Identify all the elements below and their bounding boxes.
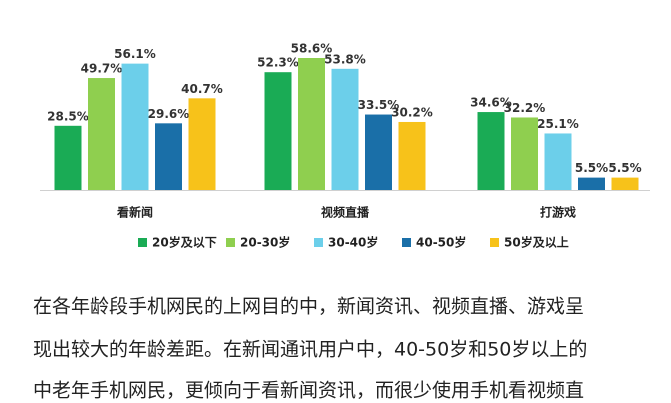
- x-tick-label: 打游戏: [540, 205, 576, 220]
- value-label: 33.5%: [358, 98, 400, 112]
- legend-swatch: [402, 238, 411, 247]
- value-label: 28.5%: [47, 109, 89, 123]
- bar: [477, 112, 505, 190]
- legend-label: 40-50岁: [416, 235, 466, 250]
- value-label: 40.7%: [181, 82, 223, 96]
- bar: [544, 133, 572, 190]
- value-label: 56.1%: [114, 47, 156, 61]
- value-label: 5.5%: [575, 161, 608, 175]
- bar: [298, 58, 325, 190]
- legend-swatch: [138, 238, 147, 247]
- paragraph-line: 在各年龄段手机网民的上网目的中，新闻资讯、视频直播、游戏呈: [33, 296, 584, 318]
- value-label: 29.6%: [148, 107, 190, 121]
- bar: [511, 117, 538, 190]
- bar: [611, 177, 639, 190]
- bar: [578, 177, 605, 190]
- bar: [331, 68, 359, 190]
- bar: [54, 125, 82, 190]
- value-label: 34.6%: [470, 96, 512, 110]
- value-label: 52.3%: [257, 56, 299, 70]
- value-label: 58.6%: [291, 42, 333, 56]
- value-label: 32.2%: [504, 101, 546, 115]
- value-label: 53.8%: [324, 52, 366, 66]
- legend-swatch: [226, 238, 235, 247]
- legend-swatch: [490, 238, 499, 247]
- bar: [188, 98, 216, 190]
- legend-label: 30-40岁: [328, 235, 378, 250]
- bar: [365, 114, 392, 190]
- paragraph-line: 现出较大的年龄差距。在新闻通讯用户中，40-50岁和50岁以上的: [33, 339, 587, 361]
- legend-label: 20岁及以下: [152, 235, 217, 250]
- x-tick-label: 视频直播: [321, 205, 370, 220]
- bar: [121, 63, 149, 190]
- value-label: 5.5%: [608, 161, 641, 175]
- value-label: 25.1%: [537, 117, 579, 131]
- legend-swatch: [314, 238, 323, 247]
- value-label: 30.2%: [391, 105, 433, 119]
- bar: [264, 72, 292, 190]
- paragraph-line: 中老年手机网民，更倾向于看新闻资讯，而很少使用手机看视频直: [33, 380, 584, 402]
- value-label: 49.7%: [81, 62, 123, 76]
- x-tick-label: 看新闻: [117, 205, 153, 220]
- bar: [88, 78, 115, 190]
- legend-label: 20-30岁: [240, 235, 290, 250]
- bar: [155, 123, 182, 190]
- legend-label: 50岁及以上: [504, 235, 569, 250]
- bar: [398, 121, 426, 190]
